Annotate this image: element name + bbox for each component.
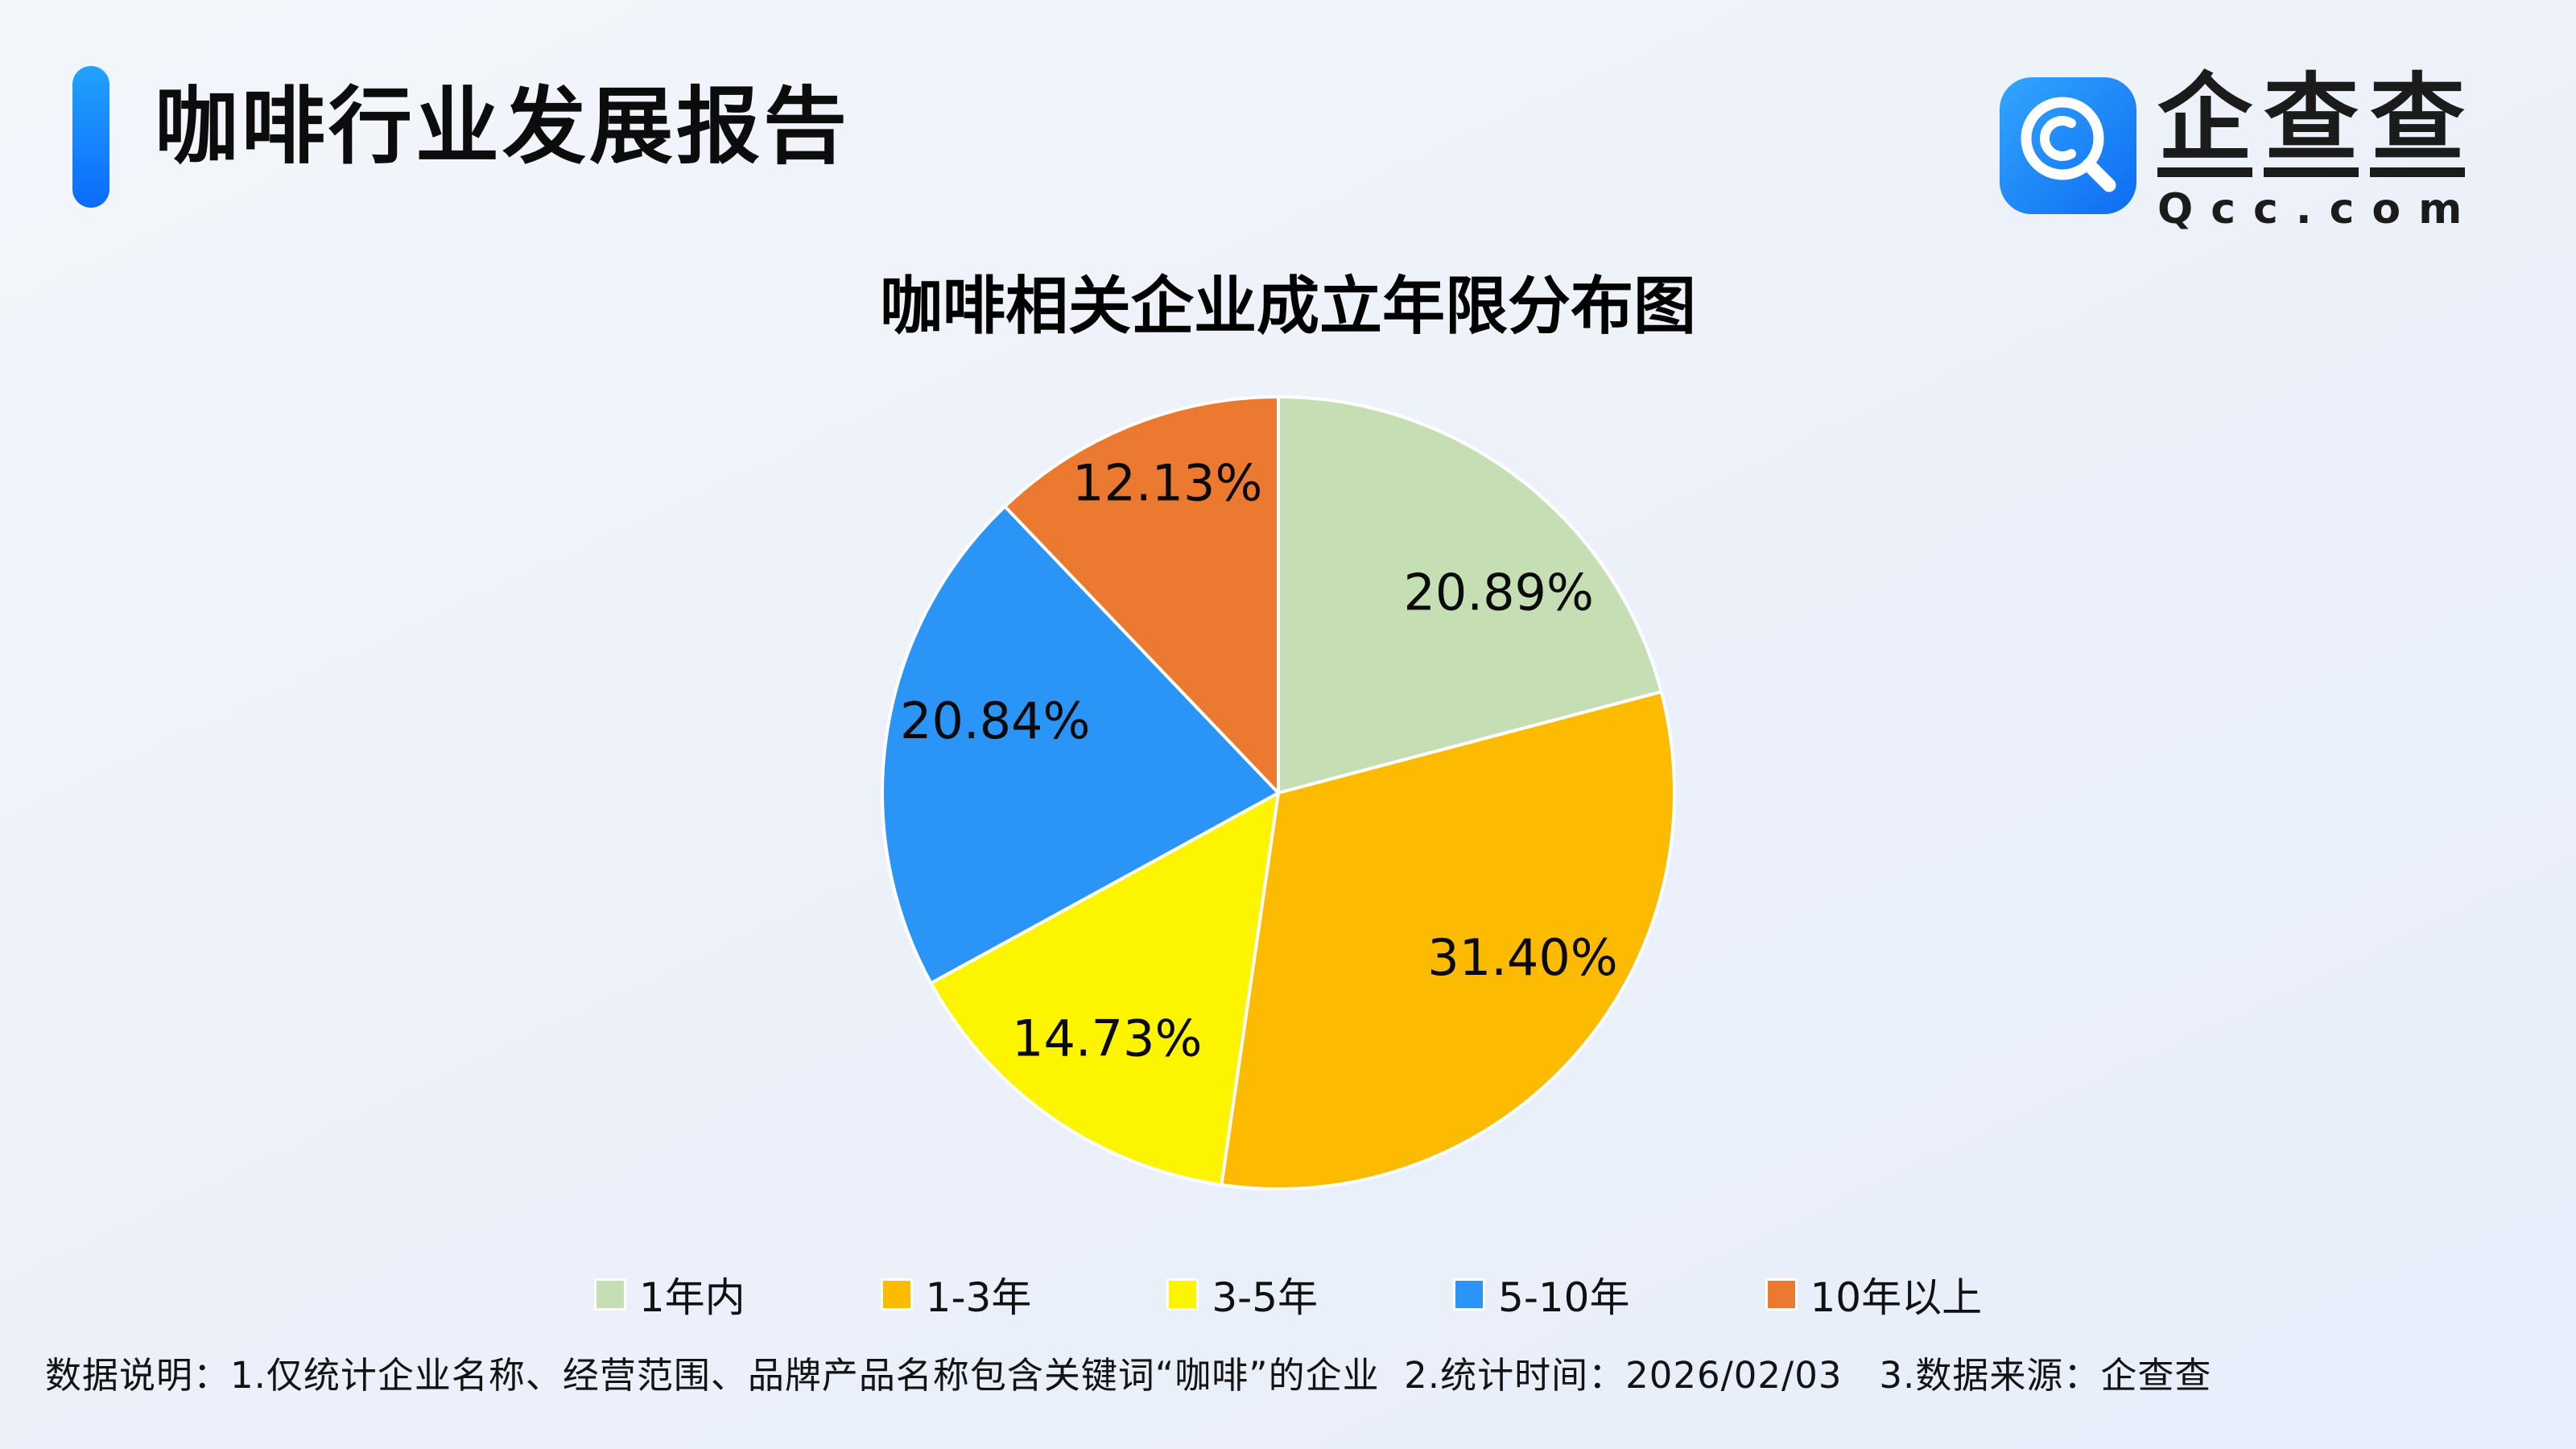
pie-slice-1-3年 <box>1220 690 1677 1191</box>
pie-label-3-5年: 14.73% <box>1012 1009 1202 1068</box>
pie-label-10年以上: 12.13% <box>1072 454 1262 513</box>
pie-slice-3-5年 <box>929 791 1280 1187</box>
qcc-magnifier-icon <box>2000 77 2136 214</box>
brand-char: 查 <box>2264 71 2359 177</box>
title-accent-bar <box>72 66 109 208</box>
legend-swatch <box>1765 1278 1798 1311</box>
legend-label: 3-5年 <box>1212 1274 1319 1321</box>
legend-swatch <box>880 1278 913 1311</box>
legend-item-5-10年: 5-10年 <box>1453 1265 1630 1323</box>
report-title: 咖啡行业发展报告 <box>155 77 851 175</box>
legend-label: 1-3年 <box>925 1274 1032 1321</box>
pie-label-5-10年: 20.84% <box>900 691 1090 750</box>
legend-label: 10年以上 <box>1810 1274 1983 1321</box>
pie-label-1-3年: 31.40% <box>1427 928 1617 987</box>
legend-item-1-3年: 1-3年 <box>880 1265 1032 1323</box>
logo-text: 企查查 Qcc.com <box>2157 71 2479 233</box>
pie-chart: 20.89% 31.40% 14.73% 20.84% 12.13% <box>881 395 1677 1191</box>
qcc-q-glyph <box>2021 97 2116 192</box>
legend-swatch <box>593 1278 626 1311</box>
pie-slice-1年内 <box>1277 395 1663 795</box>
legend-item-1年内: 1年内 <box>593 1265 745 1323</box>
qcc-logo: 企查查 Qcc.com <box>2000 71 2479 233</box>
pie-slice-5-10年 <box>881 505 1280 985</box>
brand-char: 查 <box>2370 71 2466 177</box>
brand-char: 企 <box>2157 71 2253 177</box>
brand-domain: Qcc.com <box>2157 185 2480 233</box>
brand-name: 企查查 <box>2157 71 2479 177</box>
legend-item-3-5年: 3-5年 <box>1166 1265 1318 1323</box>
chart-title: 咖啡相关企业成立年限分布图 <box>879 270 1696 343</box>
legend-item-10年以上: 10年以上 <box>1765 1265 1983 1323</box>
pie-slice-10年以上 <box>1003 395 1280 795</box>
legend-label: 1年内 <box>638 1274 745 1321</box>
legend-swatch <box>1166 1278 1199 1311</box>
legend: 1年内 1-3年 3-5年 5-10年 10年以上 <box>0 1265 2576 1323</box>
pie-label-1年内: 20.89% <box>1403 564 1593 622</box>
legend-label: 5-10年 <box>1498 1274 1630 1321</box>
data-note: 数据说明：1.仅统计企业名称、经营范围、品牌产品名称包含关键词“咖啡”的企业 2… <box>45 1354 2212 1397</box>
legend-swatch <box>1453 1278 1486 1311</box>
